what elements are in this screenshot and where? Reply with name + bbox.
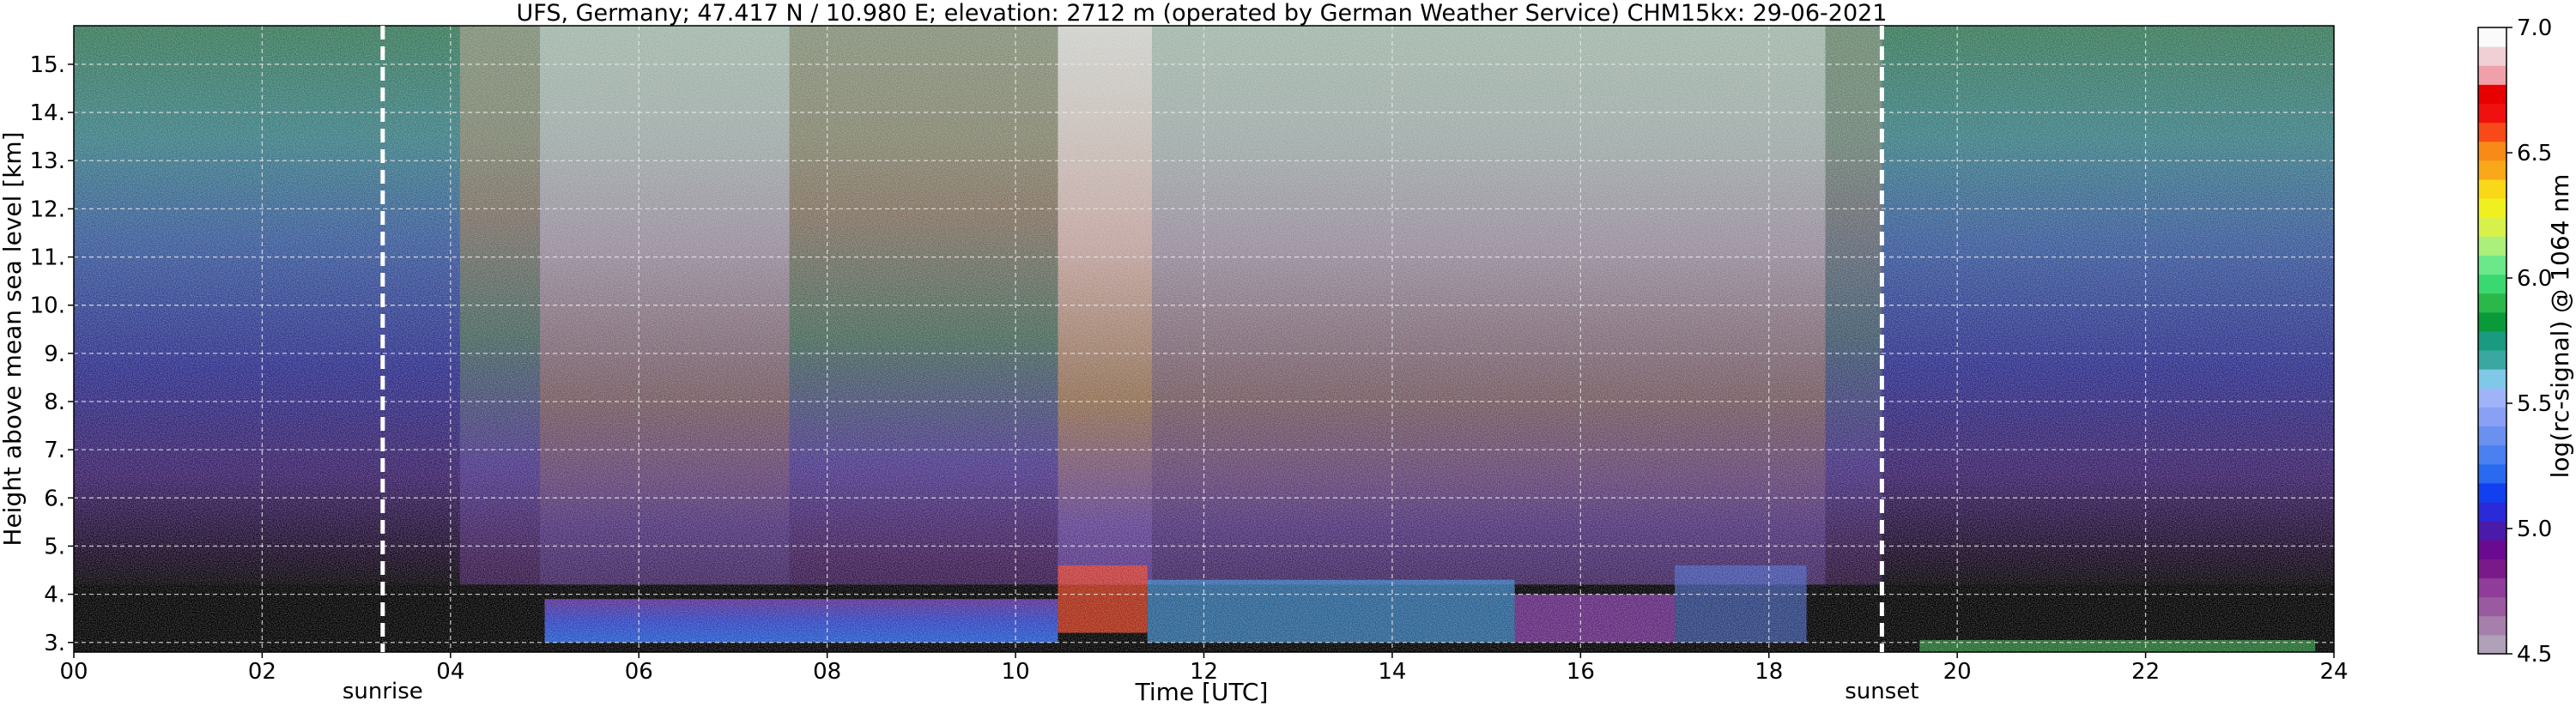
colorbar-segment [2478, 255, 2506, 275]
colorbar-segment [2478, 502, 2506, 522]
colorbar-segment [2478, 350, 2506, 370]
colorbar-tick-label: 6.5 [2517, 141, 2552, 166]
colorbar-segment [2478, 46, 2506, 66]
colorbar-segment [2478, 330, 2506, 351]
colorbar-segment [2478, 634, 2506, 655]
colorbar-segment [2478, 236, 2506, 256]
colorbar-segment [2478, 596, 2506, 617]
colorbar-segment [2478, 178, 2506, 199]
x-tick-label: 14 [1378, 659, 1406, 685]
colorbar-segment [2478, 577, 2506, 598]
plot-area [74, 26, 2334, 652]
colorbar-segment [2478, 311, 2506, 332]
colorbar-segment [2478, 217, 2506, 237]
x-tick-label: 18 [1755, 659, 1783, 685]
y-tick-label: 13. [30, 148, 65, 174]
colorbar-segment [2478, 482, 2506, 503]
colorbar-label: log(rc-signal) @ 1064 nm [2546, 174, 2574, 479]
colorbar-segment [2478, 27, 2506, 47]
y-tick-label: 4. [44, 583, 65, 608]
y-tick-label: 7. [44, 438, 65, 463]
colorbar-segment [2478, 293, 2506, 313]
x-tick-label: 10 [1002, 659, 1030, 685]
y-tick-label: 6. [44, 486, 65, 511]
y-tick-label: 10. [30, 293, 65, 319]
colorbar-tick-label: 5.5 [2517, 391, 2552, 417]
colorbar: 4.5 5.0 5.5 6.0 6.5 7.0 [2477, 15, 2552, 668]
x-axis: 00 02 04 06 08 10 12 14 16 18 20 22 24 [59, 652, 2349, 685]
colorbar-segment [2478, 65, 2506, 85]
colorbar-tick-label: 5.0 [2517, 517, 2552, 542]
x-tick-label: 06 [625, 659, 653, 685]
y-axis-label: Height above mean sea level [km] [0, 131, 27, 546]
y-tick-label: 8. [44, 390, 65, 415]
colorbar-segment [2478, 521, 2506, 541]
colorbar-tick-label: 6.0 [2517, 266, 2552, 292]
x-tick-label: 20 [1943, 659, 1972, 685]
x-tick-label: 22 [2131, 659, 2160, 685]
colorbar-segment [2478, 615, 2506, 636]
colorbar-segment [2478, 274, 2506, 294]
x-tick-label: 16 [1567, 659, 1595, 685]
y-tick-label: 9. [44, 341, 65, 367]
x-tick-label: 00 [59, 659, 88, 685]
y-tick-label: 3. [44, 631, 65, 656]
sunrise-label: sunrise [342, 679, 423, 704]
y-tick-label: 12. [30, 196, 65, 222]
y-tick-label: 5. [44, 534, 65, 559]
colorbar-segment [2478, 198, 2506, 218]
colorbar-segment [2478, 426, 2506, 446]
colorbar-segment [2478, 160, 2506, 180]
colorbar-segment [2478, 540, 2506, 559]
x-tick-label: 24 [2319, 659, 2348, 685]
colorbar-segment [2478, 388, 2506, 408]
x-tick-label: 02 [248, 659, 276, 685]
colorbar-segment [2478, 463, 2506, 484]
colorbar-segment [2478, 84, 2506, 104]
x-tick-label: 08 [813, 659, 841, 685]
colorbar-segment [2478, 369, 2506, 389]
colorbar-segment [2478, 122, 2506, 142]
y-tick-label: 11. [30, 245, 65, 271]
x-tick-label: 12 [1190, 659, 1218, 685]
colorbar-tick-label: 4.5 [2517, 642, 2552, 668]
y-axis: 3. 4. 5. 6. 7. 8. 9. 10. 11. 12. 13. 14. 15. [30, 52, 74, 656]
colorbar-segment [2478, 407, 2506, 427]
grid [74, 26, 2334, 652]
y-tick-label: 15. [30, 52, 65, 78]
colorbar-segment [2478, 103, 2506, 124]
y-tick-label: 14. [30, 100, 65, 126]
sunset-label: sunset [1845, 679, 1918, 704]
x-axis-label: Time [UTC] [1135, 678, 1269, 706]
colorbar-segment [2478, 141, 2506, 161]
colorbar-segment [2478, 444, 2506, 465]
colorbar-segment [2478, 559, 2506, 579]
colorbar-tick-label: 7.0 [2517, 15, 2552, 41]
chart-title: UFS, Germany; 47.417 N / 10.980 E; eleva… [517, 0, 1888, 27]
x-tick-label: 04 [436, 659, 464, 685]
